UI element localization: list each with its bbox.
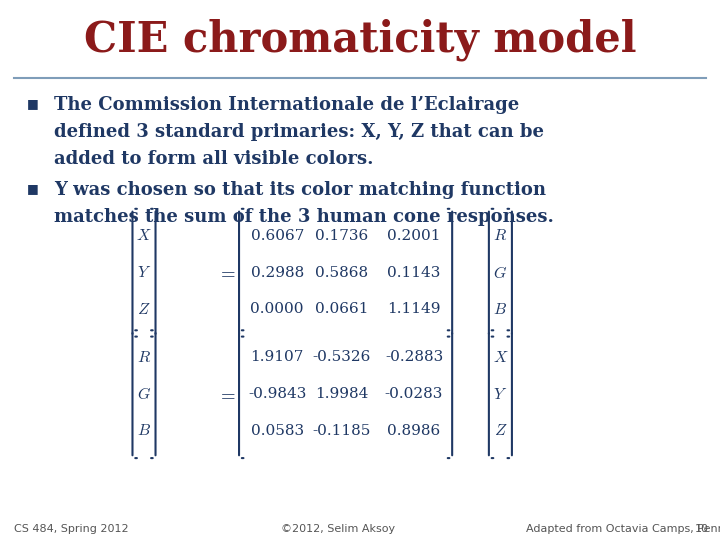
Text: $\mathit{R}$: $\mathit{R}$ xyxy=(137,350,151,365)
Text: 1.9984: 1.9984 xyxy=(315,387,369,401)
Text: 0.5868: 0.5868 xyxy=(315,266,369,280)
Text: $\mathit{Y}$: $\mathit{Y}$ xyxy=(137,265,151,280)
Text: $\mathit{R}$: $\mathit{R}$ xyxy=(493,228,508,244)
Text: 0.0000: 0.0000 xyxy=(251,302,304,316)
Text: $=$: $=$ xyxy=(217,384,236,404)
Text: Y was chosen so that its color matching function: Y was chosen so that its color matching … xyxy=(54,181,546,199)
Text: 0.6067: 0.6067 xyxy=(251,229,304,243)
Text: Adapted from Octavia Camps, Penn State: Adapted from Octavia Camps, Penn State xyxy=(526,523,720,534)
Text: 1.1149: 1.1149 xyxy=(387,302,441,316)
Text: added to form all visible colors.: added to form all visible colors. xyxy=(54,150,374,168)
Text: $\mathit{G}$: $\mathit{G}$ xyxy=(137,386,151,402)
Text: $\mathit{G}$: $\mathit{G}$ xyxy=(493,265,508,281)
Text: $\mathit{X}$: $\mathit{X}$ xyxy=(136,228,152,244)
Text: ■: ■ xyxy=(27,182,39,195)
Text: $\mathit{B}$: $\mathit{B}$ xyxy=(137,423,151,438)
Text: defined 3 standard primaries: X, Y, Z that can be: defined 3 standard primaries: X, Y, Z th… xyxy=(54,123,544,141)
Text: 0.2001: 0.2001 xyxy=(387,229,441,243)
Text: -0.9843: -0.9843 xyxy=(248,387,307,401)
Text: 0.2988: 0.2988 xyxy=(251,266,304,280)
Text: 0.0583: 0.0583 xyxy=(251,424,304,438)
Text: $\mathit{Y}$: $\mathit{Y}$ xyxy=(493,387,508,402)
Text: CIE chromaticity model: CIE chromaticity model xyxy=(84,19,636,62)
Text: ■: ■ xyxy=(27,97,39,110)
Text: CS 484, Spring 2012: CS 484, Spring 2012 xyxy=(14,523,129,534)
Text: 10: 10 xyxy=(696,523,709,534)
Text: -0.1185: -0.1185 xyxy=(312,424,372,438)
Text: 0.1143: 0.1143 xyxy=(387,266,441,280)
Text: ©2012, Selim Aksoy: ©2012, Selim Aksoy xyxy=(282,523,395,534)
Text: The Commission Internationale de l’Eclairage: The Commission Internationale de l’Eclai… xyxy=(54,96,519,114)
Text: $\mathit{B}$: $\mathit{B}$ xyxy=(493,302,508,317)
Text: $\mathit{Z}$: $\mathit{Z}$ xyxy=(138,302,150,317)
Text: $=$: $=$ xyxy=(217,263,236,282)
Text: $\mathit{X}$: $\mathit{X}$ xyxy=(492,350,508,365)
Text: 0.0661: 0.0661 xyxy=(315,302,369,316)
Text: -0.0283: -0.0283 xyxy=(384,387,444,401)
Text: -0.2883: -0.2883 xyxy=(385,350,443,365)
Text: -0.5326: -0.5326 xyxy=(312,350,372,365)
Text: 0.1736: 0.1736 xyxy=(315,229,369,243)
Text: 1.9107: 1.9107 xyxy=(251,350,304,365)
Text: matches the sum of the 3 human cone responses.: matches the sum of the 3 human cone resp… xyxy=(54,208,554,226)
Text: 0.8986: 0.8986 xyxy=(387,424,441,438)
Text: $\mathit{Z}$: $\mathit{Z}$ xyxy=(494,423,507,438)
